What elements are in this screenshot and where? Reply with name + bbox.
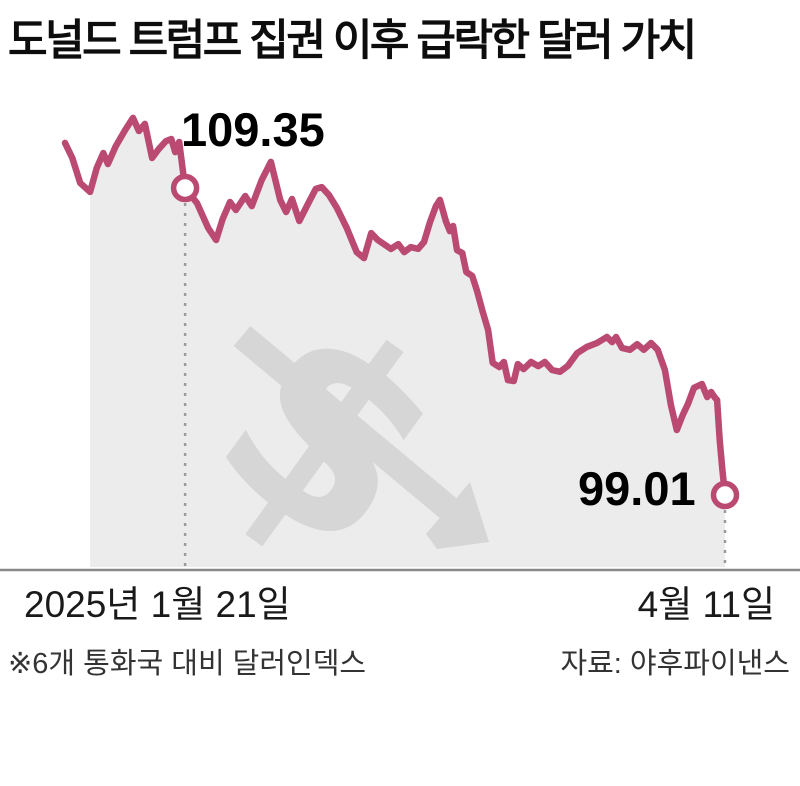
down-right-arrow-icon <box>233 326 489 549</box>
x-axis-start-date: 2025년 1월 21일 <box>24 584 291 625</box>
footnote: ※6개 통화국 대비 달러인덱스 <box>8 648 367 680</box>
source-credit: 자료: 야후파이낸스 <box>560 648 790 680</box>
dollar-index-line <box>61 114 729 499</box>
area-fill <box>90 117 726 568</box>
end-value-label: 99.01 <box>578 462 696 515</box>
start-point-marker <box>170 173 200 203</box>
start-value-label: 109.35 <box>181 103 325 156</box>
chart-title: 도널드 트럼프 집권 이후 급락한 달러 가치 <box>8 17 697 65</box>
x-axis-end-date: 4월 11일 <box>637 584 775 625</box>
end-point-marker <box>710 480 740 510</box>
